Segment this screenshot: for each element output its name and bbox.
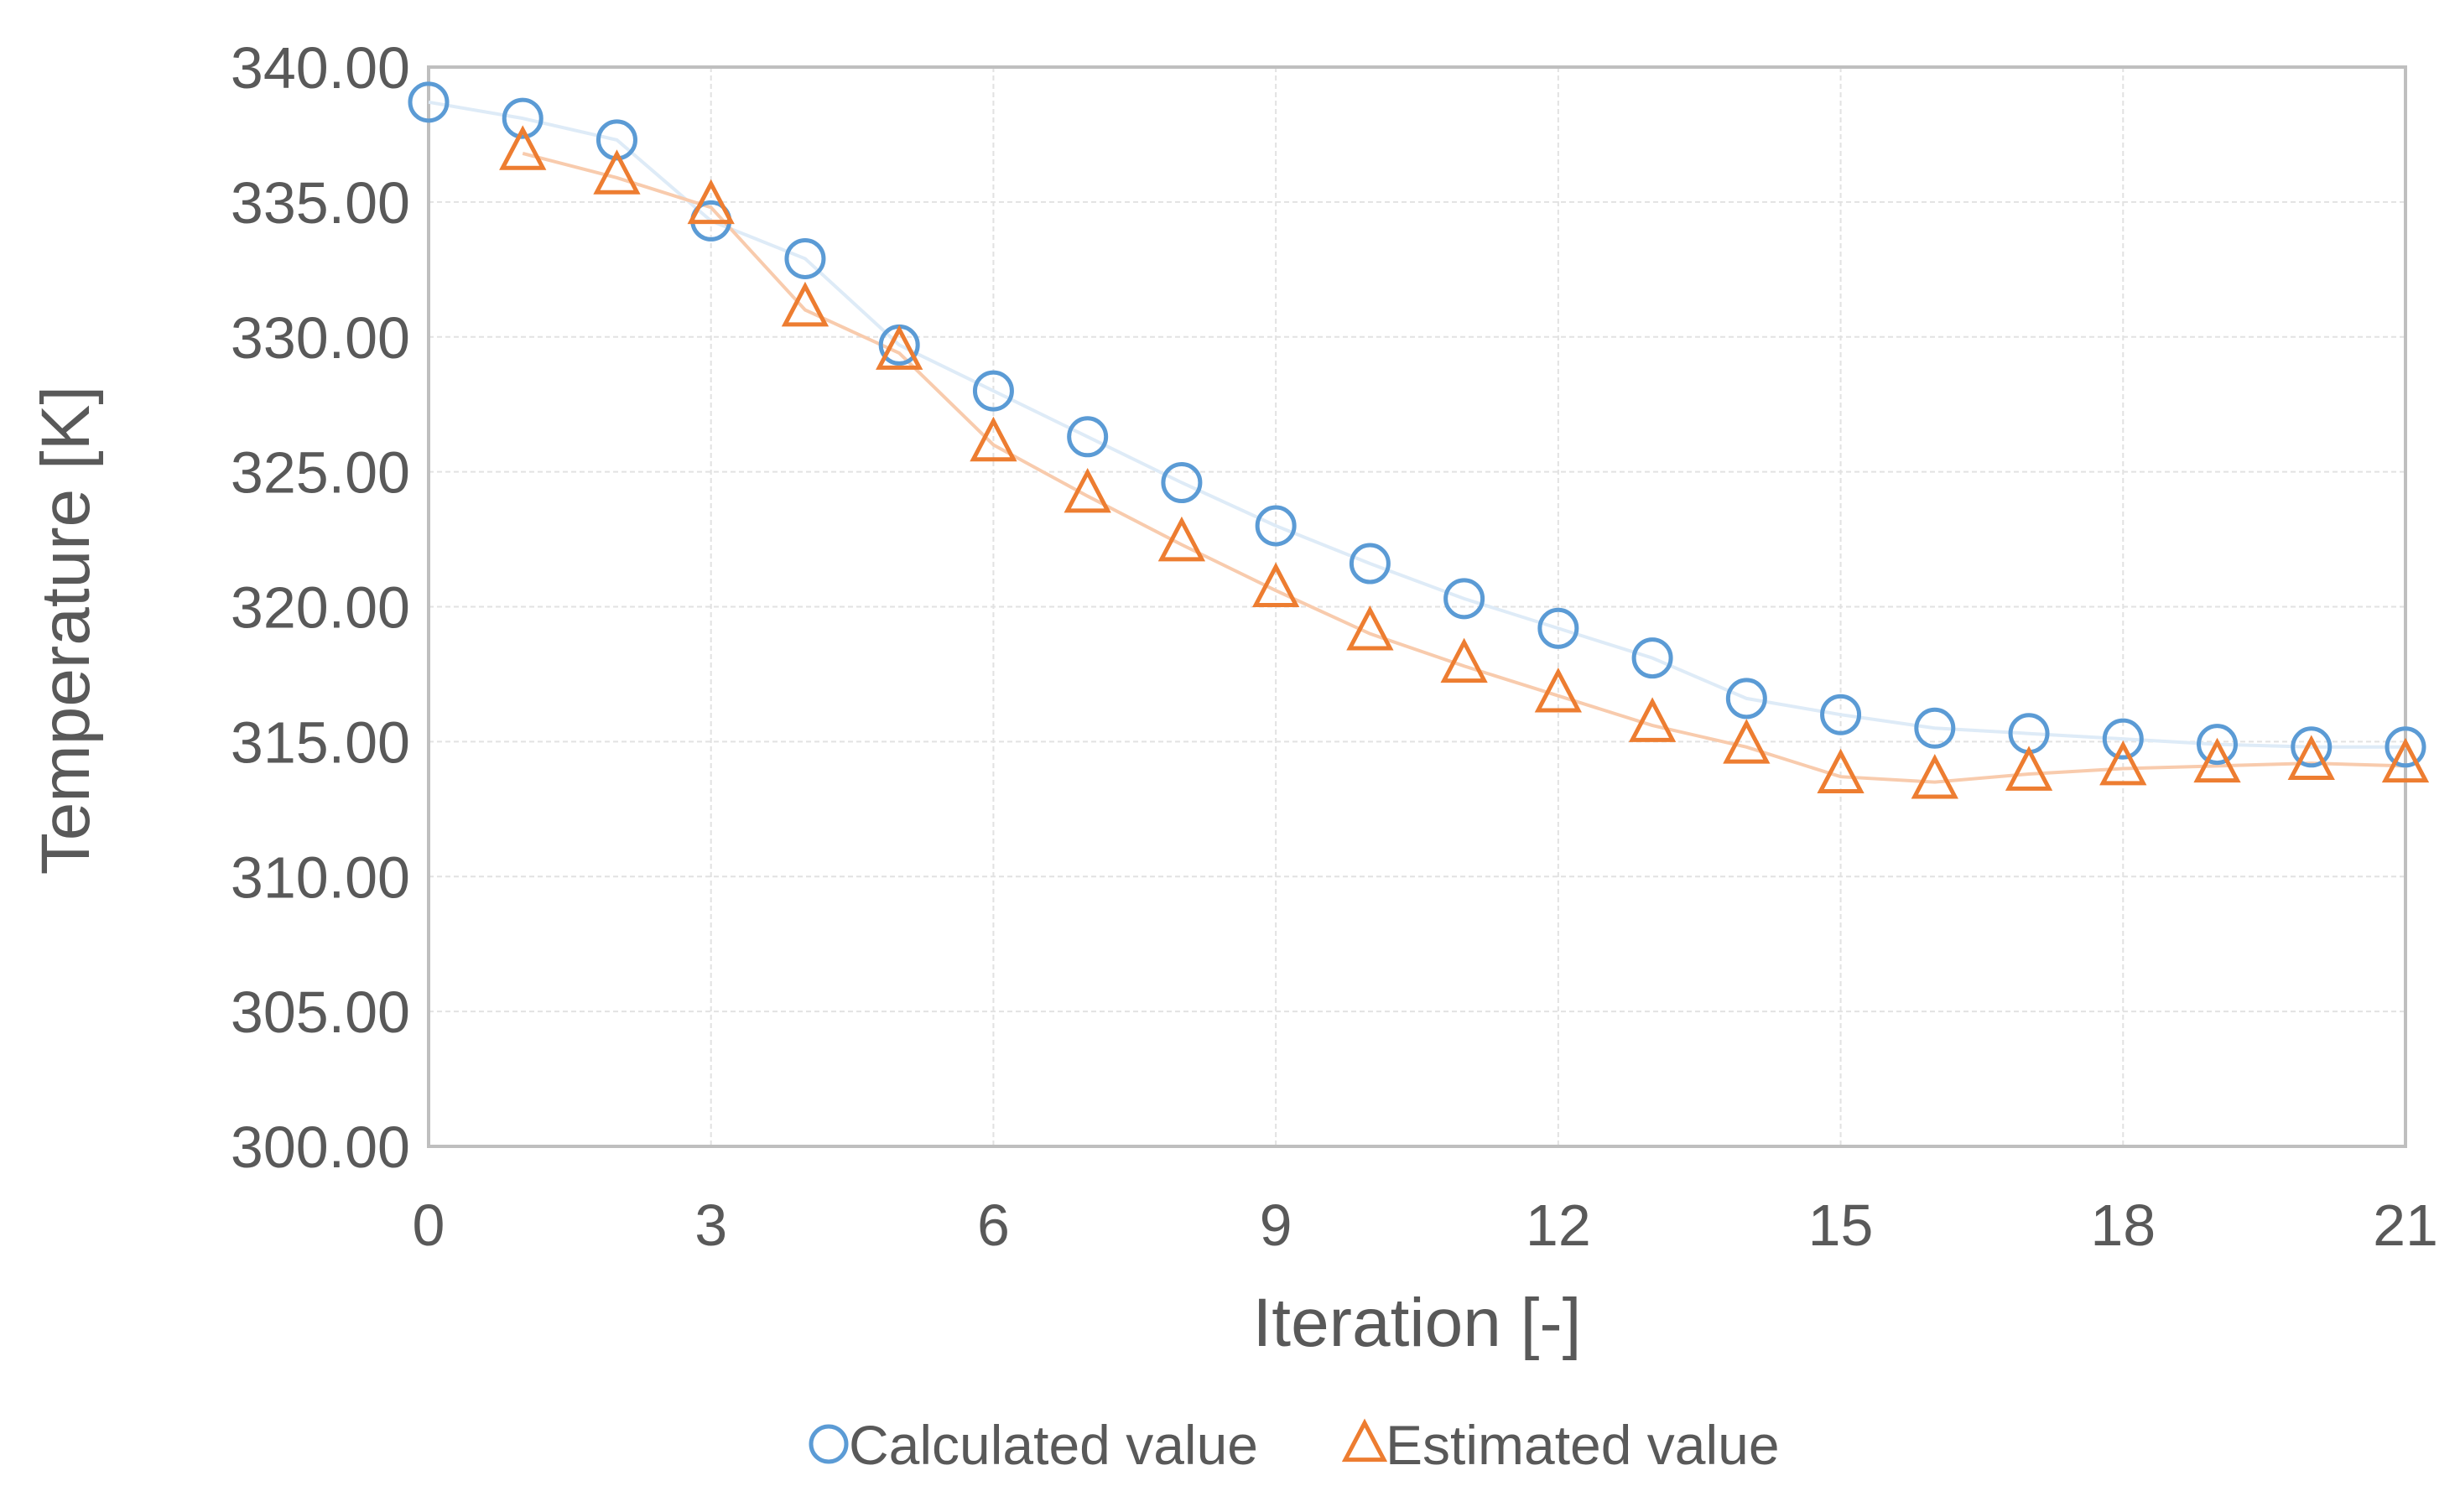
estimated-point: [2099, 740, 2147, 786]
y-axis-title: Temperature [K]: [28, 386, 104, 875]
estimated-point: [970, 416, 1017, 462]
estimated-point: [1723, 719, 1771, 764]
calculated-point: [972, 370, 1014, 412]
calculated-point: [1443, 578, 1485, 620]
estimated-point: [2005, 746, 2053, 791]
estimated-point: [1157, 516, 1206, 562]
y-tick-label: 305.00: [231, 979, 410, 1045]
series-lines: [428, 100, 2406, 784]
legend-circle-marker: [809, 1424, 849, 1464]
calculated-point: [784, 237, 826, 279]
calculated-point: [1537, 607, 1579, 649]
calculated-point: [1820, 694, 1862, 735]
estimated-point: [1440, 637, 1488, 683]
x-tick-label: 9: [1260, 1192, 1292, 1258]
series-markers: [408, 81, 2430, 799]
calculated-point: [1725, 678, 1767, 720]
calculated-point: [1349, 543, 1391, 585]
calculated-point: [2197, 724, 2239, 766]
series-line-calculated: [428, 100, 2405, 749]
calculated-point: [2102, 718, 2144, 760]
legend-label-calculated: Calculated value: [849, 1414, 1258, 1476]
calculated-point: [502, 97, 543, 139]
estimated-point: [1534, 668, 1582, 713]
y-tick-label: 335.00: [231, 170, 410, 236]
y-tick-label: 325.00: [231, 440, 410, 506]
estimated-point: [1628, 697, 1677, 742]
y-tick-label: 315.00: [231, 709, 410, 775]
estimated-point: [499, 125, 547, 170]
legend-label-estimated: Estimated value: [1386, 1414, 1780, 1476]
x-tick-label: 12: [1526, 1192, 1591, 1258]
calculated-point: [1067, 416, 1109, 458]
series-line-estimated: [522, 152, 2406, 784]
estimated-point: [1252, 562, 1300, 608]
estimated-point: [1911, 753, 1958, 799]
y-tick-label: 310.00: [231, 844, 410, 910]
x-tick-label: 6: [977, 1192, 1010, 1258]
gridlines: [429, 67, 2405, 1146]
estimated-point: [2193, 737, 2241, 783]
estimated-point: [593, 149, 641, 195]
calculated-point: [1914, 707, 1956, 749]
estimated-point: [1346, 605, 1394, 651]
calculated-point: [2291, 726, 2333, 768]
calculated-point: [1631, 637, 1673, 679]
calculated-point: [408, 81, 450, 123]
estimated-point: [687, 179, 735, 225]
legend-item-estimated: Estimated value: [1341, 1414, 1780, 1476]
x-axis-title: Iteration [-]: [1253, 1285, 1582, 1361]
x-tick-label: 18: [2090, 1192, 2156, 1258]
calculated-point: [2385, 726, 2426, 768]
estimated-point: [1817, 748, 1865, 794]
y-tick-label: 340.00: [231, 35, 410, 101]
legend-triangle-marker: [1341, 1418, 1388, 1463]
x-tick-label: 15: [1808, 1192, 1874, 1258]
estimated-point: [876, 325, 923, 370]
x-tick-label: 0: [413, 1192, 445, 1258]
y-tick-label: 320.00: [231, 575, 410, 641]
estimated-point: [2381, 737, 2430, 783]
x-tick-label: 21: [2373, 1192, 2438, 1258]
y-tick-label: 330.00: [231, 305, 410, 371]
legend-item-calculated: Calculated value: [809, 1414, 1258, 1476]
estimated-point: [2287, 735, 2335, 780]
x-tick-label: 3: [694, 1192, 727, 1258]
y-tick-label: 300.00: [231, 1115, 410, 1180]
legend: Calculated value Estimated value: [809, 1414, 1780, 1476]
estimated-point: [1064, 467, 1111, 513]
calculated-point: [1255, 505, 1297, 547]
estimated-point: [781, 281, 830, 327]
plot-area-frame: [427, 65, 2407, 1148]
calculated-point: [1161, 461, 1203, 503]
tick-labels: 0 3 6 9 12 15 18 21 300.00 305.00 310.00 315.00 320.…: [231, 35, 2438, 1258]
